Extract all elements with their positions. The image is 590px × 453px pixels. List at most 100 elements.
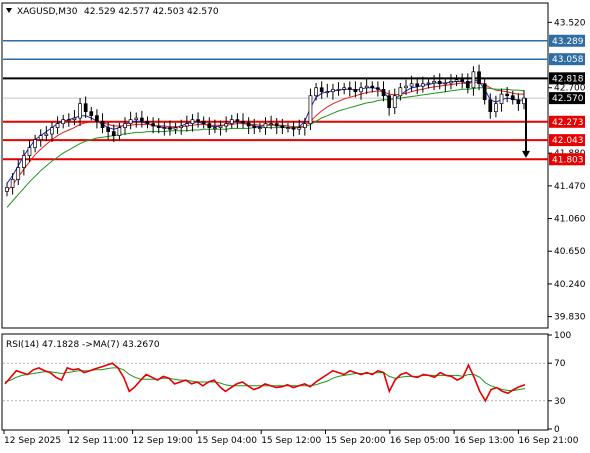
rsi-pane-frame: [1, 333, 549, 431]
candle-body: [123, 123, 127, 128]
candle-body: [61, 119, 66, 124]
candle-body: [190, 119, 195, 124]
x-tick-label: 12 Sep 19:00: [133, 436, 193, 446]
candle-body: [449, 81, 453, 84]
candle-body: [499, 93, 504, 105]
rsi-line: [4, 362, 526, 403]
candle-body: [437, 81, 442, 85]
candle-body: [38, 135, 43, 140]
candle-body: [342, 87, 347, 90]
candle-body: [134, 117, 139, 120]
candle-body: [111, 131, 116, 136]
candles: [5, 64, 526, 197]
candle-body: [78, 103, 82, 119]
candle-body: [510, 95, 515, 101]
candle-body: [432, 81, 436, 84]
candle-body: [151, 123, 155, 127]
candle-body: [179, 125, 184, 128]
candle-body: [22, 155, 26, 168]
candle-body: [72, 117, 77, 120]
y-tick-label: 42.700: [554, 84, 586, 94]
candle-body: [392, 95, 397, 109]
y-tick-label: 39.830: [554, 313, 586, 323]
triangle-down-icon[interactable]: [6, 8, 12, 13]
x-tick-label: 15 Sep 20:00: [326, 436, 386, 446]
candle-body: [140, 117, 144, 122]
candle-body: [516, 99, 521, 105]
candle-body: [83, 103, 88, 113]
moving-averages: [6, 79, 525, 208]
x-tick-label: 12 Sep 11:00: [68, 436, 128, 446]
level-label: 42.273: [552, 118, 584, 128]
level-label: 43.289: [552, 37, 584, 47]
level-label: 43.058: [552, 55, 584, 65]
rsi-tick-label: 100: [554, 331, 571, 341]
candle-body: [156, 125, 161, 128]
candle-body: [364, 85, 369, 89]
rsi-tick-label: 30: [554, 397, 566, 407]
candle-body: [274, 123, 279, 127]
candle-body: [145, 120, 150, 124]
candle-body: [319, 87, 324, 93]
candle-body: [218, 125, 223, 128]
candle-body: [241, 120, 245, 124]
candle-body: [443, 82, 448, 85]
level-label: 42.043: [552, 136, 584, 146]
candle-body: [376, 87, 380, 90]
symbol-label: XAGUSD,M30: [17, 7, 78, 17]
level-tag: [549, 115, 585, 128]
level-tag: [549, 34, 585, 47]
candle-body: [66, 119, 71, 121]
candle-body: [235, 119, 240, 122]
candle-body: [336, 88, 341, 91]
y-tick-label: 41.060: [554, 215, 586, 225]
candle-body: [224, 123, 229, 127]
x-tick-label: 16 Sep 05:00: [390, 436, 450, 446]
level-tag: [549, 153, 585, 166]
candle-body: [44, 133, 49, 136]
candle-body: [347, 87, 352, 90]
candle-body: [246, 122, 251, 127]
rsi-axis: 100 70 30 0: [548, 331, 571, 435]
candle-body: [325, 91, 330, 94]
x-tick-label: 16 Sep 21:00: [518, 436, 578, 446]
candle-body: [117, 127, 122, 136]
candle-body: [213, 127, 217, 129]
y-tick-label: 40.240: [554, 280, 586, 290]
y-tick-label: 41.470: [554, 182, 586, 192]
candle-body: [465, 81, 470, 89]
candle-body: [353, 88, 358, 93]
candle-body: [331, 88, 335, 93]
level-tag: [549, 72, 585, 85]
candle-body: [477, 71, 481, 85]
candle-body: [196, 119, 200, 122]
candle-body: [387, 95, 391, 109]
y-tick-label: 43.520: [554, 18, 586, 28]
forecast-arrow: [522, 98, 530, 158]
rsi-lines: [3, 362, 547, 403]
candle-body: [201, 120, 206, 124]
level-label: 41.803: [552, 155, 584, 165]
candle-body: [359, 87, 363, 93]
x-tick-label: 15 Sep 04:00: [197, 436, 257, 446]
candle-body: [308, 95, 313, 124]
candle-body: [50, 127, 54, 135]
rsi-title: RSI(14) 47.1828 ->MA(7) 43.2670: [6, 340, 160, 350]
rsi-tick-label: 70: [554, 359, 566, 369]
candle-body: [460, 79, 465, 82]
candle-body: [415, 83, 420, 87]
candle-body: [269, 123, 273, 125]
candle-body: [168, 127, 172, 130]
current-price-tag: [549, 92, 585, 105]
candle-body: [33, 139, 37, 148]
candle-body: [280, 125, 285, 128]
candle-body: [106, 127, 111, 132]
candle-body: [89, 111, 94, 117]
candle-body: [488, 99, 493, 113]
candle-body: [454, 79, 459, 82]
candle-body: [471, 71, 476, 89]
ohlc-label: 42.529 42.577 42.503 42.570: [84, 7, 219, 17]
candle-body: [398, 87, 403, 97]
